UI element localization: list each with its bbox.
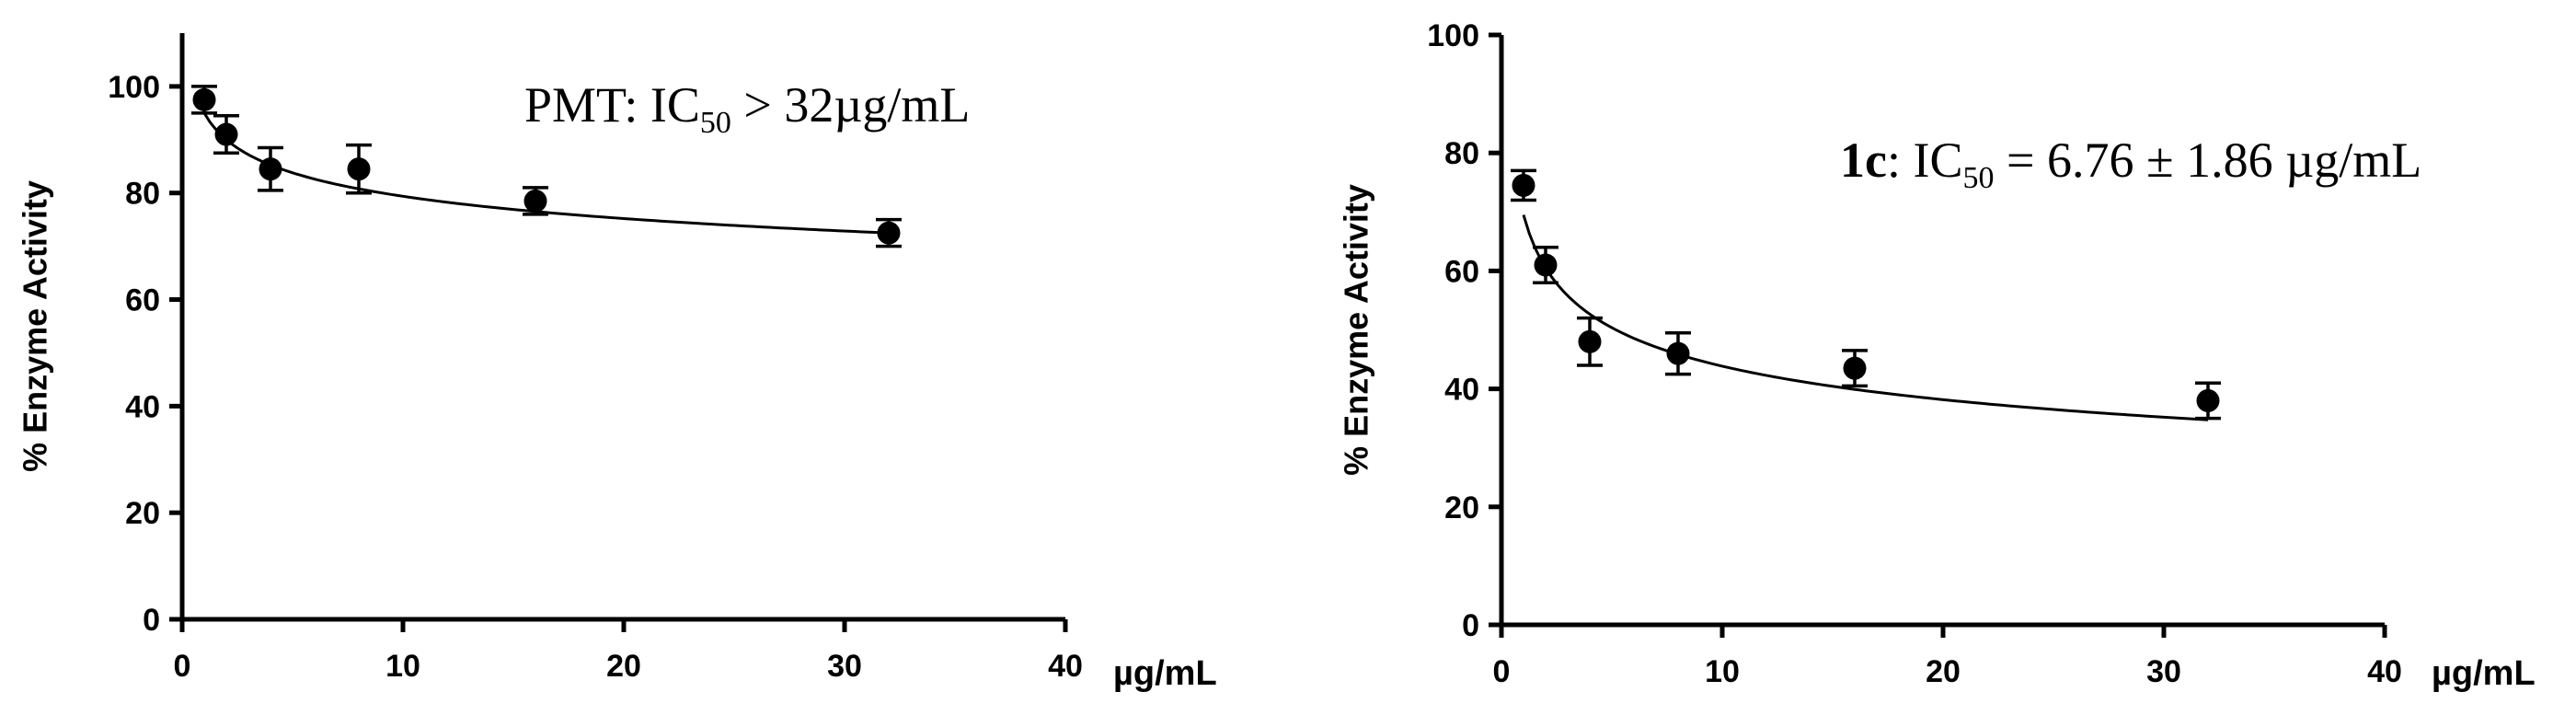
y-tick-label: 60 xyxy=(125,283,160,318)
fit-curve xyxy=(202,112,890,235)
fit-curve xyxy=(1522,214,2209,421)
x-axis-unit-label: µg/mL xyxy=(2432,654,2536,693)
y-tick-label: 0 xyxy=(1462,608,1479,643)
data-point xyxy=(1534,253,1558,277)
y-tick-label: 100 xyxy=(1427,18,1479,53)
x-tick-label: 0 xyxy=(1493,654,1511,689)
x-tick-label: 40 xyxy=(1048,649,1083,684)
ic50-annotation: 1c: IC50 = 6.76 ± 1.86 µg/mL xyxy=(1840,133,2421,195)
annotation-value: = 6.76 ± 1.86 µg/mL xyxy=(1994,133,2421,188)
annotation-value: > 32µg/mL xyxy=(731,77,971,133)
y-tick-label: 60 xyxy=(1444,254,1479,289)
data-point xyxy=(214,122,238,146)
data-point xyxy=(347,157,371,181)
data-point xyxy=(1843,356,1867,380)
y-tick-label: 80 xyxy=(125,177,160,212)
y-tick-label: 100 xyxy=(108,70,160,105)
x-tick-label: 0 xyxy=(174,649,191,684)
annotation-prefix: PMT: IC xyxy=(524,77,700,133)
data-point xyxy=(1578,329,1602,353)
data-point xyxy=(1512,173,1535,197)
y-tick-label: 80 xyxy=(1444,136,1479,171)
data-point xyxy=(259,157,282,181)
x-tick-label: 10 xyxy=(385,649,420,684)
compound-label: 1c xyxy=(1840,133,1887,188)
ic50-annotation: PMT: IC50 > 32µg/mL xyxy=(524,77,970,140)
x-axis-unit-label: µg/mL xyxy=(1113,654,1217,693)
annotation-subscript: 50 xyxy=(1962,161,1994,195)
x-tick-label: 30 xyxy=(827,649,862,684)
x-tick-label: 20 xyxy=(1926,654,1961,689)
data-point xyxy=(523,189,547,213)
data-point xyxy=(192,87,216,111)
x-tick-label: 30 xyxy=(2146,654,2181,689)
y-tick-label: 20 xyxy=(125,496,160,531)
chart-2: 0 10 20 30 40 0 20 40 60 80 100 % Enzyme Activity µg… xyxy=(1338,18,2536,693)
y-axis-title: % Enzyme Activity xyxy=(1338,184,1375,476)
y-tick-label: 0 xyxy=(143,603,160,638)
y-tick-label: 20 xyxy=(1444,490,1479,525)
y-tick-label: 40 xyxy=(125,389,160,424)
y-axis-title: % Enzyme Activity xyxy=(17,180,54,472)
data-point xyxy=(877,221,901,245)
y-tick-label: 40 xyxy=(1444,373,1479,408)
x-tick-label: 10 xyxy=(1705,654,1740,689)
x-tick-label: 40 xyxy=(2367,654,2402,689)
annotation-subscript: 50 xyxy=(700,106,731,140)
annotation-prefix: : IC xyxy=(1887,133,1963,188)
chart-1: 0 10 20 30 40 0 20 40 60 80 100 % Enzyme Activity µg… xyxy=(17,33,1217,693)
data-point xyxy=(1666,341,1690,365)
x-tick-label: 20 xyxy=(606,649,641,684)
data-point xyxy=(2196,388,2220,412)
